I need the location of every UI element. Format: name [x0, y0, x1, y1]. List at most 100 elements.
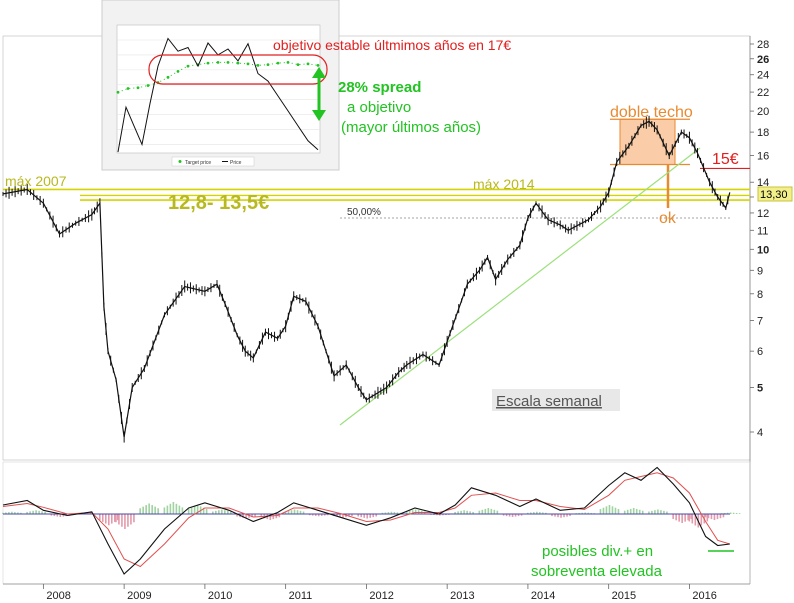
histogram-bar: [118, 514, 120, 525]
histogram-bar: [408, 510, 411, 514]
histogram-bar: [505, 514, 508, 517]
histogram-bar: [101, 514, 104, 522]
inset-target-point: [266, 63, 270, 67]
histogram-bar: [148, 503, 150, 514]
histogram-bar: [700, 514, 703, 526]
histogram-bar: [53, 514, 56, 517]
inset-plot-area: [116, 24, 321, 154]
histogram-bar: [157, 508, 159, 514]
histogram-bar: [205, 509, 208, 514]
histogram-bar: [626, 509, 629, 514]
x-tick-label: 2014: [531, 590, 555, 602]
histogram-bar: [166, 505, 169, 514]
inset-target-point: [176, 69, 180, 73]
double-top-box: [619, 118, 676, 166]
histogram-bar: [251, 514, 253, 518]
histogram-bar: [372, 514, 375, 518]
histogram-bar: [502, 514, 505, 516]
histogram-bar: [514, 514, 517, 517]
histogram-bar: [729, 512, 732, 514]
histogram-bar: [457, 511, 459, 514]
histogram-bar: [236, 514, 238, 517]
y-tick-label: 16: [757, 151, 769, 163]
y-tick-label: 6: [757, 346, 763, 358]
histogram-bar: [466, 510, 468, 514]
divergence-label-1: posibles div.+ en: [542, 543, 653, 560]
histogram-bar: [254, 514, 256, 517]
histogram-bar: [578, 512, 581, 514]
histogram-bar: [560, 514, 562, 518]
scale-label-box: [492, 389, 620, 411]
histogram-bar: [151, 505, 153, 514]
histogram-bar: [284, 511, 287, 514]
histogram-bar: [557, 514, 559, 518]
histogram-bar: [638, 509, 641, 514]
histogram-bar: [311, 514, 314, 516]
histogram-bar: [224, 510, 226, 514]
histogram-bar: [242, 514, 244, 518]
histogram-bar: [478, 510, 481, 514]
histogram-bar: [738, 513, 741, 514]
ok-label: ok: [659, 210, 677, 227]
inset-legend-price: Price: [230, 160, 242, 166]
histogram-bar: [317, 514, 320, 517]
histogram-bar: [526, 512, 529, 514]
histogram-bar: [454, 511, 456, 514]
histogram-bar: [563, 514, 565, 518]
histogram-bar: [339, 514, 341, 518]
y-tick-label: 26: [757, 54, 769, 66]
histogram-bar: [691, 514, 694, 524]
histogram-bar: [342, 514, 344, 518]
histogram-bar: [86, 512, 89, 514]
histogram-bar: [107, 514, 110, 526]
histogram-bar: [8, 512, 10, 514]
histogram-bar: [245, 514, 247, 519]
histogram-bar: [445, 514, 447, 516]
histogram-bar: [687, 514, 689, 521]
x-tick-label: 2012: [369, 590, 393, 602]
histogram-bar: [35, 510, 37, 514]
inset-target-point: [296, 63, 300, 67]
inset-target-point: [306, 62, 310, 66]
histogram-bar: [735, 512, 738, 514]
histogram-bar: [56, 514, 59, 517]
histogram-bar: [187, 509, 190, 514]
histogram-bar: [98, 514, 101, 521]
histogram-bar: [363, 514, 366, 518]
histogram-bar: [290, 510, 293, 514]
objective-label: objetivo estable últmimos años en 17€: [273, 37, 511, 53]
histogram-bar: [716, 514, 719, 520]
histogram-bar: [654, 510, 656, 514]
histogram-bar: [110, 514, 113, 524]
y-tick-label: 9: [757, 265, 763, 277]
histogram-bar: [145, 505, 147, 514]
oscillator-fast-line: [2, 466, 730, 575]
histogram-bar: [666, 511, 668, 514]
histogram-bar: [260, 514, 263, 518]
histogram-bar: [17, 512, 19, 514]
histogram-bar: [393, 512, 396, 514]
max-2007-label: máx 2007: [5, 173, 67, 189]
histogram-bar: [675, 514, 677, 521]
histogram-bar: [732, 512, 735, 514]
histogram-bar: [511, 514, 514, 517]
histogram-bar: [587, 512, 590, 514]
histogram-bar: [348, 514, 350, 517]
histogram-bar: [308, 514, 311, 516]
histogram-bar: [115, 514, 117, 523]
histogram-bar: [172, 502, 175, 514]
histogram-bar: [529, 512, 532, 514]
histogram-bar: [520, 514, 523, 516]
y-tick-label: 8: [757, 289, 763, 301]
y-tick-label: 7: [757, 315, 763, 327]
histogram-bar: [719, 514, 722, 519]
histogram-bar: [623, 510, 626, 514]
histogram-bar: [326, 514, 329, 516]
histogram-bar: [481, 509, 484, 514]
x-tick-label: 2011: [289, 590, 313, 602]
histogram-bar: [2, 512, 4, 514]
histogram-bar: [169, 503, 172, 514]
inset-target-point: [206, 61, 210, 65]
histogram-bar: [678, 514, 680, 522]
inset-target-point: [216, 61, 220, 64]
